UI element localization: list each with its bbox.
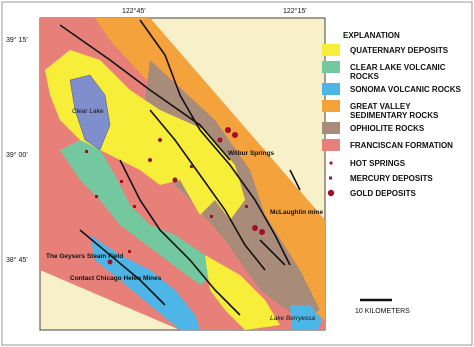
place-label: McLaughlin mine: [270, 209, 323, 216]
legend-symbol: [329, 176, 332, 180]
latitude-label: 38° 45': [6, 256, 28, 264]
legend-swatch: [322, 61, 340, 73]
map-area: [39, 17, 326, 331]
latitude-label: 39° 00': [6, 151, 28, 159]
place-label: Lake Berryessa: [270, 315, 316, 322]
legend-label: FRANCISCAN FORMATION: [350, 141, 453, 150]
legend-swatch: [322, 44, 340, 56]
legend-label: SONOMA VOLCANIC ROCKS: [350, 85, 461, 94]
place-label: Wilbur Springs: [228, 150, 275, 157]
legend-label: HOT SPRINGS: [350, 159, 406, 168]
legend-symbol: [327, 189, 335, 197]
legend-title: EXPLANATION: [343, 31, 400, 40]
legend-swatch: [322, 139, 340, 151]
legend: EXPLANATION QUATERNARY DEPOSITS CLEAR LAK…: [322, 31, 461, 198]
place-label: Clear Lake: [72, 108, 104, 115]
legend-swatch: [322, 83, 340, 95]
place-label: Contact Chicago Helen Mines: [70, 275, 162, 282]
legend-label: GREAT VALLEY SEDIMENTARY ROCKS: [350, 102, 439, 120]
legend-label: MERCURY DEPOSITS: [350, 174, 433, 183]
legend-label: GOLD DEPOSITS: [350, 189, 416, 198]
legend-symbol: [329, 161, 333, 165]
legend-swatch: [322, 122, 340, 134]
latitude-label: 39° 15': [6, 36, 28, 44]
longitude-label: 122°45': [122, 7, 146, 15]
place-label: The Geysers Steam Field: [46, 253, 123, 260]
longitude-label: 122°15': [283, 7, 307, 15]
legend-swatch: [322, 100, 340, 112]
legend-label: QUATERNARY DEPOSITS: [350, 46, 449, 55]
legend-label: OPHIOLITE ROCKS: [350, 124, 425, 133]
scale-bar-label: 10 KILOMETERS: [355, 308, 410, 315]
legend-label: CLEAR LAKE VOLCANIC ROCKS: [350, 63, 446, 81]
